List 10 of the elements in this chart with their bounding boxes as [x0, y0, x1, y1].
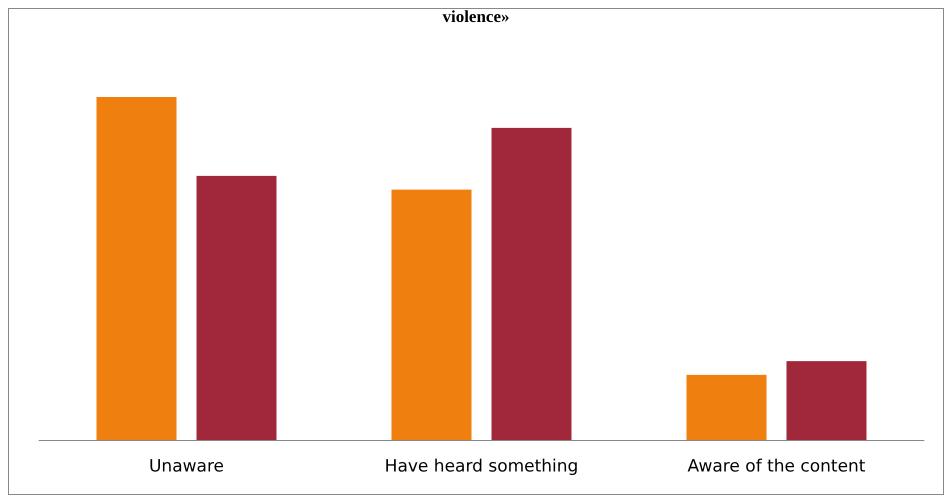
chart-title: violence» [442, 7, 510, 26]
bar [196, 176, 276, 440]
x-tick-label: Unaware [148, 456, 224, 476]
x-tick-label: Aware of the content [688, 456, 866, 476]
bar [686, 374, 766, 440]
bar [392, 190, 472, 440]
bar [786, 361, 866, 440]
bar [492, 128, 572, 440]
bar [96, 97, 176, 440]
x-tick-label: Have heard something [384, 456, 578, 476]
